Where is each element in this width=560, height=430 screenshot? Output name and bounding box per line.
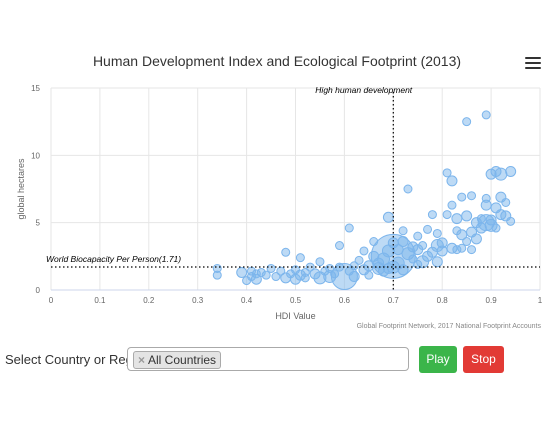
data-point [266, 263, 276, 273]
data-point [398, 226, 408, 236]
biocapacity-reference-label: World Biocapacity Per Person(1.71) [46, 254, 181, 264]
data-point [457, 192, 467, 202]
data-point [467, 191, 477, 201]
x-tick-label: 0.2 [143, 296, 155, 305]
data-point [494, 167, 508, 181]
data-point [315, 257, 325, 267]
data-point [423, 224, 433, 234]
chart-credits: Global Footprint Network, 2017 National … [357, 323, 542, 330]
data-point [451, 213, 463, 225]
data-point [295, 253, 305, 263]
controls-bar: Select Country or Region: × All Countries… [0, 346, 560, 374]
data-point [485, 214, 497, 226]
data-point [305, 262, 315, 272]
data-point [236, 266, 248, 278]
data-point [457, 243, 467, 253]
y-axis-title: global hectares [16, 158, 26, 220]
data-point [461, 210, 473, 222]
data-point [413, 231, 423, 241]
select-label: Select Country or Region: [5, 352, 154, 367]
play-button[interactable]: Play [419, 346, 457, 373]
data-point [261, 270, 271, 280]
data-point [481, 110, 491, 120]
data-point [354, 255, 364, 265]
data-point [382, 211, 394, 223]
country-select[interactable]: × All Countries [127, 347, 409, 371]
x-tick-label: 1 [538, 296, 543, 305]
scatter-chart: Human Development Index and Ecological F… [16, 53, 543, 330]
data-point [481, 193, 491, 203]
data-point [431, 256, 443, 268]
x-tick-label: 0.8 [437, 296, 449, 305]
chart-container: Human Development Index and Ecological F… [16, 53, 543, 330]
selected-chip: × All Countries [133, 351, 222, 369]
stop-button[interactable]: Stop [463, 346, 504, 373]
data-point [212, 270, 222, 280]
data-point [442, 168, 452, 178]
data-point [359, 246, 369, 256]
hdi-reference-label: High human development [315, 85, 413, 95]
x-axis-title: HDI Value [275, 311, 315, 321]
chip-label: All Countries [148, 353, 217, 367]
data-point [506, 216, 516, 226]
y-tick-label: 0 [36, 286, 41, 295]
x-tick-label: 0.6 [339, 296, 351, 305]
x-tick-label: 0.9 [486, 296, 498, 305]
data-point [335, 241, 345, 251]
y-tick-label: 5 [36, 219, 41, 228]
data-point [427, 210, 437, 220]
x-tick-label: 0.1 [94, 296, 106, 305]
x-tick-label: 0.5 [290, 296, 302, 305]
chip-remove-icon[interactable]: × [138, 353, 146, 367]
data-point [446, 175, 458, 187]
data-point [467, 245, 477, 255]
data-point [418, 241, 428, 251]
data-point [348, 271, 360, 283]
data-point [300, 273, 310, 283]
chart-title: Human Development Index and Ecological F… [93, 53, 461, 69]
data-point [397, 236, 409, 248]
data-point [462, 117, 472, 127]
data-point [364, 270, 374, 280]
y-tick-label: 15 [31, 84, 40, 93]
data-point [442, 210, 452, 220]
data-point [447, 200, 457, 210]
data-point [491, 223, 501, 233]
data-point [470, 233, 482, 245]
data-point [403, 184, 413, 194]
data-point [436, 237, 448, 249]
data-point [505, 165, 517, 177]
x-tick-label: 0.7 [388, 296, 400, 305]
data-point [276, 266, 286, 276]
y-tick-label: 10 [31, 151, 40, 160]
data-point [501, 197, 511, 207]
data-point [462, 237, 472, 247]
data-point [281, 247, 291, 257]
data-point [344, 223, 354, 233]
data-point [432, 228, 442, 238]
hamburger-menu-icon[interactable] [525, 57, 541, 71]
x-tick-label: 0.3 [192, 296, 204, 305]
data-point [397, 264, 409, 276]
x-tick-label: 0.4 [241, 296, 253, 305]
x-tick-label: 0 [49, 296, 54, 305]
